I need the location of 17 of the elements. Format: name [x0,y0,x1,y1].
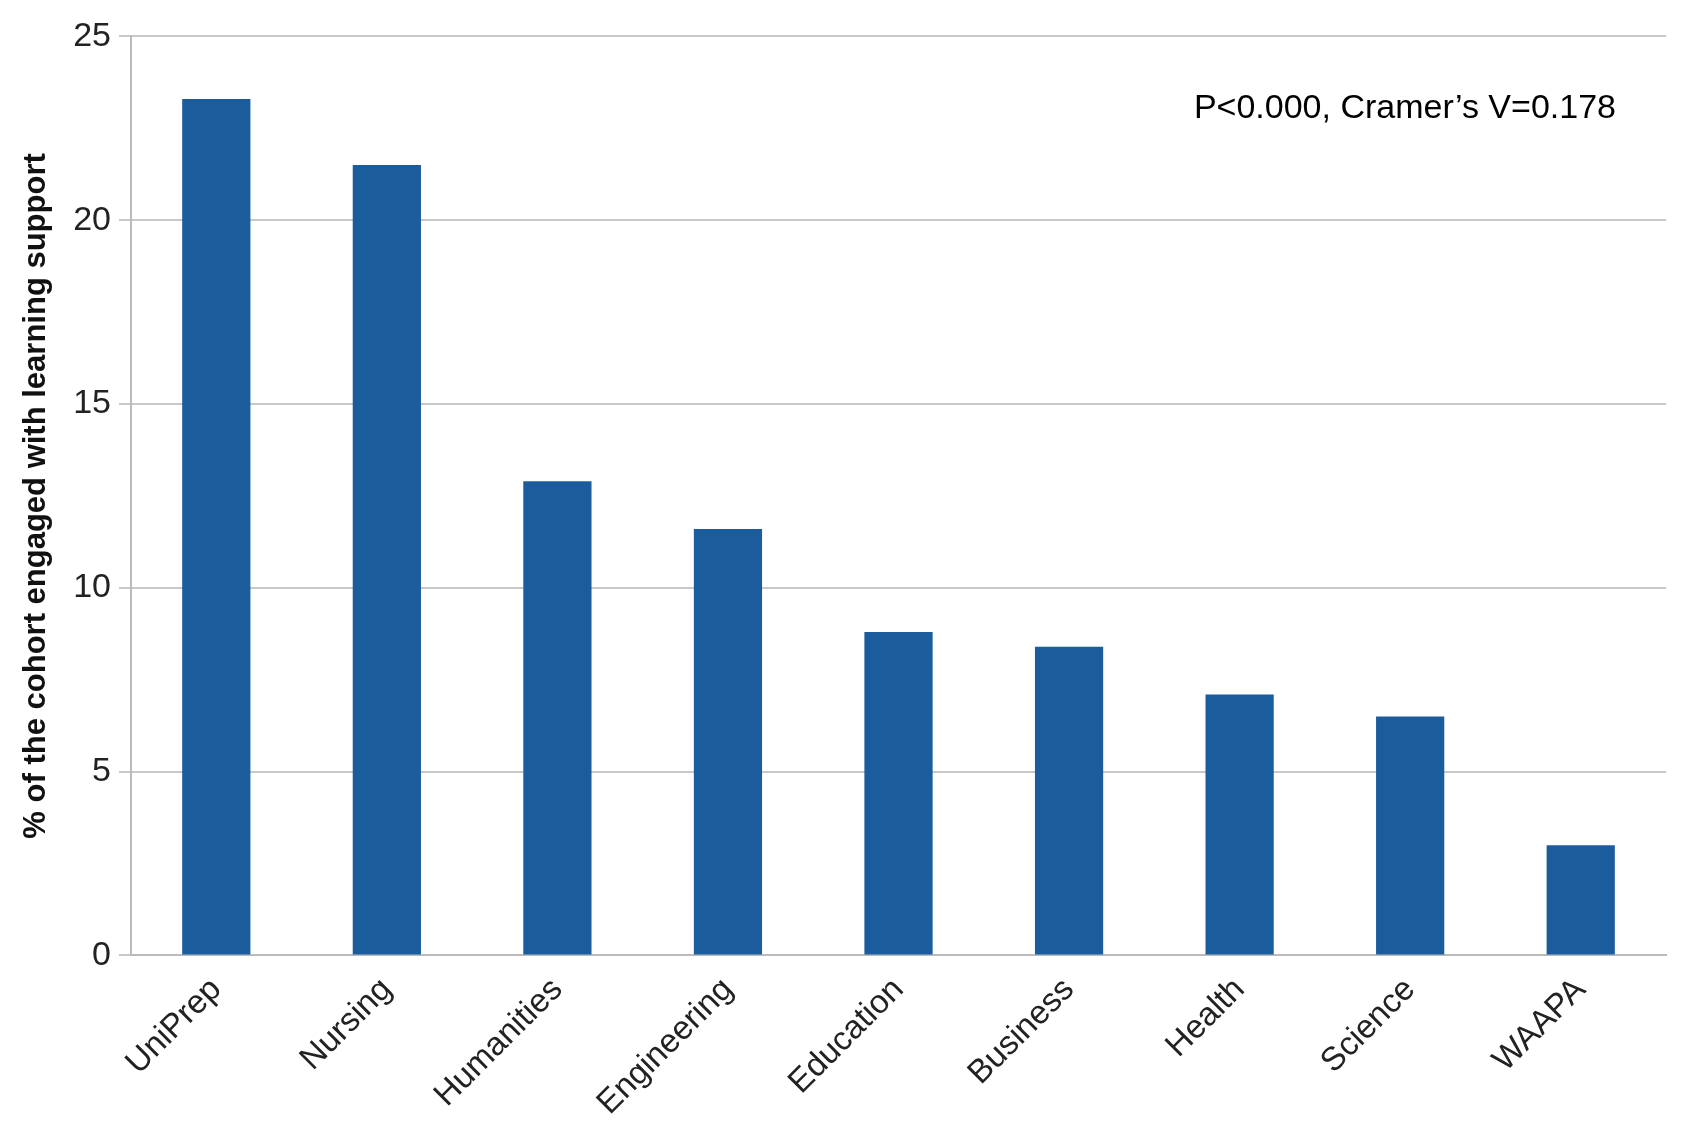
bar [1376,716,1445,955]
y-tick-label: 15 [73,382,112,421]
bar [352,165,421,955]
y-tick-label: 20 [73,198,112,237]
y-tick-label: 25 [73,14,112,53]
bar [1205,694,1274,955]
y-tick-label: 10 [73,566,112,605]
y-tick-label: 0 [92,933,112,972]
bar [693,529,763,955]
bar [1546,845,1615,955]
bar [864,631,933,955]
y-axis-title: % of the cohort engaged with learning support [17,153,53,839]
bar [523,481,592,955]
bar [1034,646,1104,955]
y-tick-label: 5 [92,750,112,789]
bar [182,98,251,955]
annotation: P<0.000, Cramer’s V=0.178 [1193,86,1616,125]
